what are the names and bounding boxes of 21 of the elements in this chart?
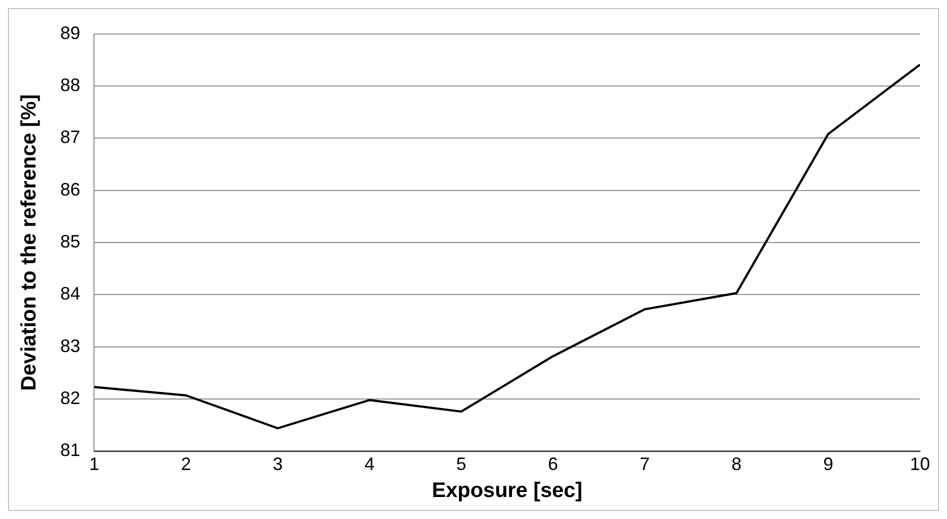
x-tick-label: 5: [456, 454, 466, 474]
x-tick-label: 6: [548, 454, 558, 474]
x-tick-label: 7: [640, 454, 650, 474]
y-axis-title: Deviation to the reference [%]: [17, 94, 40, 391]
x-tick-label: 2: [180, 454, 191, 474]
x-tick-label: 4: [364, 454, 374, 474]
y-tick-label: 85: [60, 231, 80, 252]
x-tick-label: 1: [89, 454, 100, 474]
x-tick-label: 10: [910, 454, 930, 474]
y-tick-label: 89: [60, 22, 80, 43]
y-tick-label: 88: [60, 74, 80, 95]
y-tick-label: 86: [60, 179, 80, 200]
y-tick-label: 87: [60, 127, 80, 148]
y-tick-label: 83: [60, 336, 80, 356]
x-tick-label: 8: [731, 454, 742, 474]
y-tick-label: 81: [60, 440, 80, 460]
y-tick-label: 82: [60, 388, 80, 408]
y-tick-label: 84: [60, 284, 80, 304]
x-axis-title: Exposure [sec]: [432, 479, 582, 502]
x-tick-label: 9: [823, 454, 834, 474]
x-tick-label: 3: [272, 454, 283, 474]
